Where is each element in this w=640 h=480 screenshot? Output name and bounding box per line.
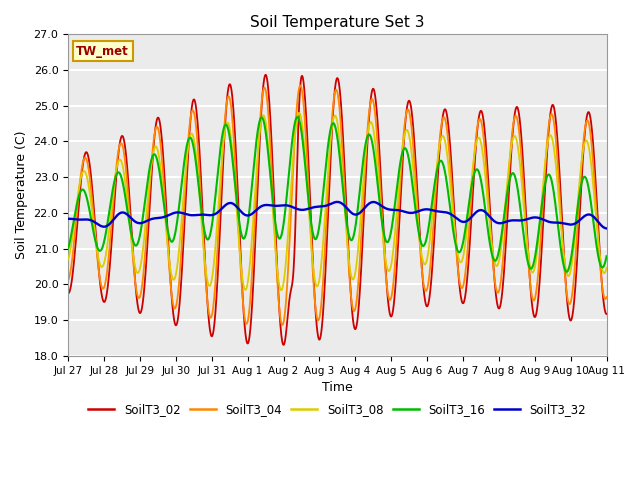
Y-axis label: Soil Temperature (C): Soil Temperature (C) bbox=[15, 131, 28, 259]
X-axis label: Time: Time bbox=[322, 381, 353, 394]
Title: Soil Temperature Set 3: Soil Temperature Set 3 bbox=[250, 15, 424, 30]
Legend: SoilT3_02, SoilT3_04, SoilT3_08, SoilT3_16, SoilT3_32: SoilT3_02, SoilT3_04, SoilT3_08, SoilT3_… bbox=[84, 398, 591, 421]
Text: TW_met: TW_met bbox=[76, 45, 129, 58]
